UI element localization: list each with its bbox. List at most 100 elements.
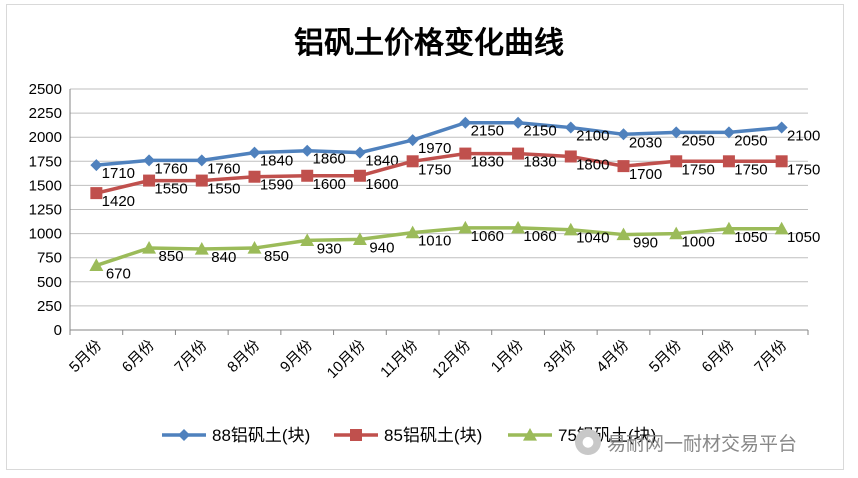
x-tick-label: 11月份 — [377, 337, 421, 381]
x-tick-label: 1月份 — [488, 337, 527, 376]
data-label: 1750 — [787, 161, 820, 178]
data-point-square — [406, 155, 419, 168]
data-label: 2100 — [576, 128, 609, 145]
data-point-triangle — [721, 221, 736, 235]
data-point-diamond — [670, 126, 683, 139]
x-tick-label: 10月份 — [324, 337, 369, 382]
data-point-square — [512, 147, 525, 160]
data-point-triangle — [774, 221, 789, 235]
data-label: 1060 — [471, 228, 504, 245]
data-point-triangle — [669, 226, 684, 240]
data-point-diamond — [459, 116, 472, 129]
y-tick-label: 750 — [37, 250, 62, 267]
data-label: 2030 — [629, 134, 662, 151]
data-point-square — [564, 150, 577, 163]
data-point-diamond — [406, 134, 419, 147]
y-tick-label: 2500 — [29, 81, 62, 98]
y-tick-label: 500 — [37, 274, 62, 291]
y-tick-label: 2250 — [29, 105, 62, 122]
data-label: 1060 — [523, 228, 556, 245]
data-label: 2100 — [787, 128, 820, 145]
series-line — [95, 151, 782, 195]
data-point-triangle — [405, 225, 420, 239]
data-point-triangle — [142, 241, 157, 254]
data-label: 1050 — [787, 229, 820, 246]
data-point-diamond — [178, 429, 190, 441]
data-point-square — [722, 155, 735, 168]
data-label: 1840 — [365, 153, 398, 170]
x-tick-label: 4月份 — [593, 337, 632, 376]
data-point-diamond — [617, 128, 630, 141]
data-point-square — [143, 174, 156, 187]
data-point-triangle — [616, 227, 631, 241]
y-tick-label: 1500 — [29, 177, 62, 194]
data-label: 1700 — [629, 166, 662, 183]
data-point-diamond — [353, 146, 366, 159]
data-point-triangle — [523, 428, 537, 441]
data-label: 930 — [317, 240, 342, 257]
data-point-square — [90, 187, 103, 200]
legend-label: 88铝矾土(块) — [212, 426, 310, 445]
data-point-square — [350, 429, 362, 441]
data-label: 1600 — [313, 176, 346, 193]
data-point-diamond — [143, 154, 156, 167]
data-label: 1830 — [523, 154, 556, 171]
data-label: 2150 — [523, 123, 556, 140]
data-point-triangle — [352, 232, 367, 245]
data-label: 1420 — [102, 193, 135, 210]
data-point-diamond — [248, 146, 261, 159]
y-tick-label: 250 — [37, 298, 62, 315]
data-point-diamond — [195, 154, 208, 167]
data-label: 1760 — [207, 160, 240, 177]
data-label: 1840 — [260, 153, 293, 170]
data-label: 850 — [159, 248, 184, 265]
data-label: 1750 — [418, 161, 451, 178]
y-tick-label: 1000 — [29, 226, 62, 243]
data-point-square — [353, 169, 366, 182]
watermark-text: 易耐网一耐材交易平台 — [607, 432, 798, 455]
wechat-icon: ● — [575, 429, 601, 455]
data-label: 1550 — [207, 181, 240, 198]
data-label: 1750 — [682, 161, 715, 178]
data-point-square — [617, 160, 630, 173]
x-tick-label: 8月份 — [224, 337, 263, 376]
legend-label: 85铝矾土(块) — [384, 426, 482, 445]
data-point-diamond — [775, 121, 788, 134]
data-point-square — [459, 147, 472, 160]
data-point-triangle — [89, 258, 104, 272]
y-tick-label: 0 — [54, 322, 62, 339]
data-label: 1750 — [734, 161, 767, 178]
data-point-triangle — [300, 233, 315, 246]
data-label: 840 — [211, 249, 236, 266]
data-point-square — [775, 155, 788, 168]
data-label: 2050 — [734, 132, 767, 149]
data-label: 1970 — [418, 140, 451, 157]
data-label: 1050 — [734, 229, 767, 246]
y-tick-label: 2000 — [29, 129, 62, 146]
x-tick-label: 5月份 — [66, 337, 105, 376]
series-line — [95, 226, 782, 268]
chart-title: 铝矾土价格变化曲线 — [294, 26, 564, 61]
data-label: 1830 — [471, 154, 504, 171]
data-label: 670 — [106, 265, 131, 282]
y-tick-label: 1750 — [29, 153, 62, 170]
data-point-square — [248, 170, 261, 183]
data-label: 1040 — [576, 230, 609, 247]
y-tick-label: 1250 — [29, 202, 62, 219]
x-tick-label: 7月份 — [751, 337, 790, 376]
x-tick-label: 3月份 — [540, 337, 579, 376]
data-label: 1590 — [260, 177, 293, 194]
data-point-square — [301, 169, 314, 182]
data-point-triangle — [563, 222, 578, 236]
data-point-diamond — [722, 126, 735, 139]
data-point-diamond — [301, 144, 314, 157]
x-tick-label: 6月份 — [119, 337, 158, 376]
data-point-diamond — [564, 121, 577, 134]
data-label: 1800 — [576, 156, 609, 173]
data-label: 1860 — [313, 151, 346, 168]
x-tick-label: 12月份 — [429, 337, 474, 382]
x-tick-label: 9月份 — [277, 337, 316, 376]
series-line — [96, 120, 782, 167]
data-label: 1010 — [418, 233, 451, 250]
